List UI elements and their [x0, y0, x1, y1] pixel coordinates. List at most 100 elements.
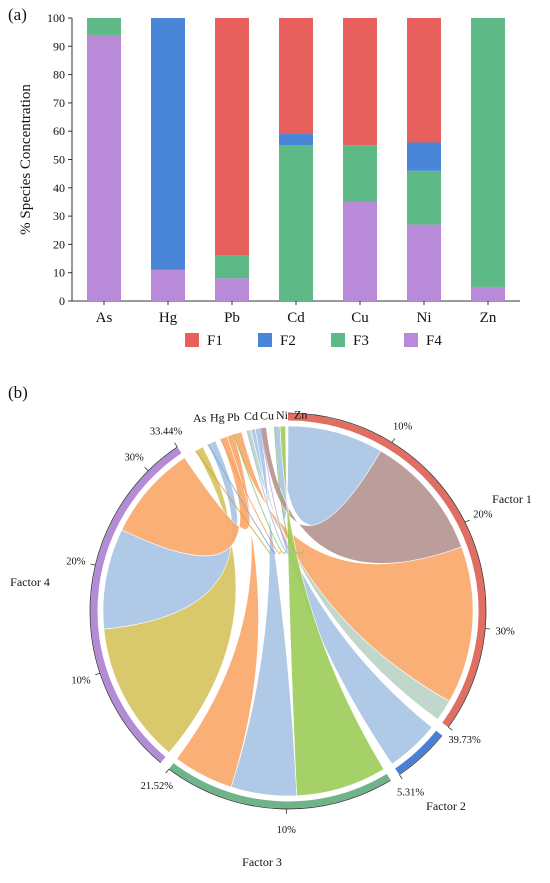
- bar-segment-pb-f3: [215, 255, 249, 279]
- bar-segment-ni-f1: [407, 18, 441, 143]
- y-tick-label: 60: [53, 124, 65, 138]
- connector-line: [207, 444, 276, 555]
- ring-tick-mark: [464, 519, 470, 523]
- x-tick-label: Cu: [351, 310, 369, 326]
- bar-segment-pb-f1: [215, 18, 249, 256]
- legend-label-f1: F1: [207, 333, 223, 349]
- ring-tick-mark: [391, 438, 396, 443]
- bar-segment-hg-f2: [151, 18, 185, 270]
- ring-tick-label: 10%: [71, 676, 91, 687]
- ribbon-factor1-ni: [260, 426, 462, 564]
- bar-segment-zn-f4: [471, 286, 505, 301]
- factor-ring-outline: [168, 768, 391, 810]
- x-tick-label: Ni: [417, 310, 432, 326]
- metal-label-pb: Pb: [227, 410, 240, 424]
- ring-tick-mark: [165, 768, 170, 774]
- y-tick-label: 30: [53, 209, 65, 223]
- ring-tick-mark: [90, 563, 96, 566]
- connector-line: [246, 430, 293, 554]
- x-tick-label: Hg: [159, 310, 178, 326]
- connector-line: [195, 450, 271, 555]
- factor-ring-2: [395, 730, 442, 775]
- bar-segment-pb-f4: [215, 278, 249, 301]
- y-tick-label: 80: [53, 68, 65, 82]
- ribbon-factor3-zn: [279, 425, 385, 797]
- ribbon-factor4-hg: [102, 440, 238, 630]
- metal-label-hg: Hg: [210, 410, 225, 424]
- factor-ring-outline: [89, 446, 178, 764]
- metal-label-as: As: [193, 411, 207, 425]
- factor-ring-outline: [399, 735, 443, 776]
- legend-swatch-f3: [331, 333, 345, 347]
- y-tick-label: 90: [53, 39, 65, 53]
- y-tick-label: 20: [53, 237, 65, 251]
- ring-tick-label: 21.52%: [141, 781, 174, 792]
- factor-ring-3: [169, 763, 391, 809]
- factor-ring-1: [287, 413, 486, 727]
- bar-segment-ni-f2: [407, 142, 441, 171]
- x-tick-label: Zn: [480, 310, 497, 326]
- ring-tick-label: 33.44%: [150, 426, 183, 437]
- factor-ring-4: [90, 447, 182, 763]
- y-tick-label: 70: [53, 96, 65, 110]
- legend-swatch-f1: [185, 333, 199, 347]
- bar-segment-cu-f1: [343, 18, 377, 146]
- bar-segment-ni-f4: [407, 224, 441, 301]
- legend-label-f2: F2: [280, 333, 296, 349]
- panel-b-label: (b): [8, 383, 28, 402]
- factor-ring-outline: [287, 412, 487, 728]
- ribbon-factor4-pb: [121, 435, 250, 557]
- ring-tick-label: 30%: [495, 626, 515, 637]
- legend-swatch-f4: [404, 333, 418, 347]
- x-tick-label: As: [96, 310, 113, 326]
- bar-segment-as-f3: [87, 18, 121, 35]
- connector-line: [274, 426, 305, 554]
- factor-label-3: Factor 3: [242, 855, 282, 869]
- x-tick-label: Cd: [287, 310, 305, 326]
- bar-segment-cd-f3: [279, 145, 313, 301]
- y-tick-label: 10: [53, 266, 65, 280]
- metal-label-cu: Cu: [260, 409, 274, 423]
- y-tick-label: 50: [53, 153, 65, 167]
- factor-label-4: Factor 4: [10, 575, 50, 589]
- panel-a-label: (a): [8, 5, 27, 24]
- legend-swatch-f2: [258, 333, 272, 347]
- metal-label-zn: Zn: [294, 407, 307, 421]
- bar-segment-hg-f4: [151, 269, 185, 301]
- y-tick-label: 100: [47, 11, 65, 25]
- bar-segment-cu-f4: [343, 201, 377, 301]
- factor-label-2: Factor 2: [426, 799, 466, 813]
- ring-tick-label: 20%: [473, 509, 493, 520]
- chart-legend: F1 F2 F3 F4: [185, 333, 442, 349]
- connector-line: [260, 427, 299, 554]
- legend-label-f3: F3: [353, 333, 369, 349]
- y-tick-label: 40: [53, 181, 65, 195]
- connector-line: [220, 438, 281, 555]
- ring-tick-label: 5.31%: [397, 787, 424, 798]
- ring-tick-label: 20%: [66, 557, 86, 568]
- ring-tick-mark: [448, 726, 453, 731]
- ring-tick-label: 30%: [124, 453, 144, 464]
- legend-label-f4: F4: [426, 333, 442, 349]
- chord-diagram: 10% 20% 30% 39.73% 5.31% 10% 21.52% 10% 20% 30% 33…: [10, 407, 532, 869]
- y-axis-title: % Species Concentration: [18, 84, 34, 235]
- ring-tick-label: 39.73%: [448, 735, 481, 746]
- bar-segment-zn-f3: [471, 18, 505, 287]
- bar-segment-cu-f3: [343, 145, 377, 202]
- bar-segment-cd-f1: [279, 18, 313, 135]
- x-tick-label: Pb: [224, 310, 240, 326]
- bar-segment-as-f4: [87, 34, 121, 301]
- ribbon-factor1-zn: [274, 425, 382, 526]
- metal-label-cd: Cd: [244, 409, 258, 423]
- metal-label-ni: Ni: [276, 408, 289, 422]
- bar-segment-cd-f2: [279, 134, 313, 146]
- ring-tick-label: 10%: [277, 825, 297, 836]
- ring-tick-label: 10%: [393, 422, 413, 433]
- ring-tick-mark: [95, 672, 101, 676]
- ring-tick-mark: [399, 774, 403, 780]
- stacked-bar-chart: 0 10 20 30 40 50 60 70 80 90 100 % Species Concentr…: [18, 11, 520, 326]
- bar-segment-ni-f3: [407, 170, 441, 225]
- y-tick-label: 0: [59, 294, 65, 308]
- ring-tick-mark: [174, 442, 178, 448]
